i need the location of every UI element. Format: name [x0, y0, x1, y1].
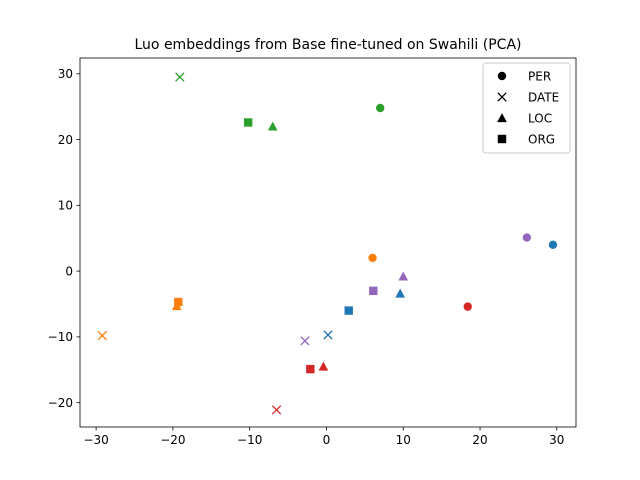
data-point-x	[271, 405, 282, 415]
data-point-x	[175, 72, 185, 82]
legend-box	[482, 62, 571, 154]
data-point-x	[323, 330, 333, 340]
x-tick-label: 20	[472, 433, 487, 447]
data-point-x	[300, 336, 310, 346]
data-point-triangle	[318, 361, 329, 371]
data-point-square	[174, 297, 183, 307]
y-tick-label: 10	[58, 199, 73, 213]
legend-marker-square	[497, 134, 507, 144]
data-point-triangle	[395, 288, 406, 298]
data-point-circle	[548, 240, 558, 250]
y-tick-label: −20	[48, 396, 73, 410]
x-tick-label: 0	[323, 433, 331, 447]
legend-label: ORG	[528, 133, 555, 147]
y-tick-label: −10	[48, 330, 73, 344]
legend-marker-x	[497, 92, 507, 102]
data-point-square	[306, 364, 315, 374]
data-point-triangle	[267, 121, 278, 131]
legend-label: DATE	[528, 91, 559, 105]
legend-label: PER	[528, 70, 551, 84]
legend-marker-triangle	[497, 113, 507, 123]
legend-label: LOC	[528, 112, 552, 126]
data-point-circle	[368, 253, 377, 263]
data-point-circle	[463, 302, 472, 311]
x-tick-label: 30	[549, 433, 564, 447]
data-point-circle	[376, 103, 385, 113]
y-tick-label: 30	[58, 67, 73, 81]
x-tick-label: 10	[396, 433, 411, 447]
y-tick-label: 0	[65, 264, 73, 278]
y-tick-label: 20	[58, 133, 73, 147]
y-axis: −20 −10 0 10 20 30	[48, 67, 80, 410]
data-point-x	[97, 330, 107, 341]
plot-frame	[79, 57, 577, 428]
x-tick-label: −20	[160, 433, 185, 447]
x-axis: −30 −20 −10 0 10 20 30	[83, 427, 564, 447]
data-point-square	[344, 306, 353, 315]
legend-marker-circle	[497, 71, 507, 81]
chart-title: Luo embeddings from Base fine-tuned on S…	[135, 37, 522, 53]
data-point-triangle	[398, 271, 409, 281]
x-tick-label: −30	[83, 433, 108, 447]
data-point-circle	[522, 233, 532, 242]
plot-area	[79, 57, 577, 428]
legend: PER DATE LOC ORG	[482, 62, 571, 154]
x-tick-label: −10	[237, 433, 262, 447]
data-point-square	[369, 286, 378, 296]
data-points	[97, 72, 558, 415]
data-point-square	[243, 118, 253, 127]
